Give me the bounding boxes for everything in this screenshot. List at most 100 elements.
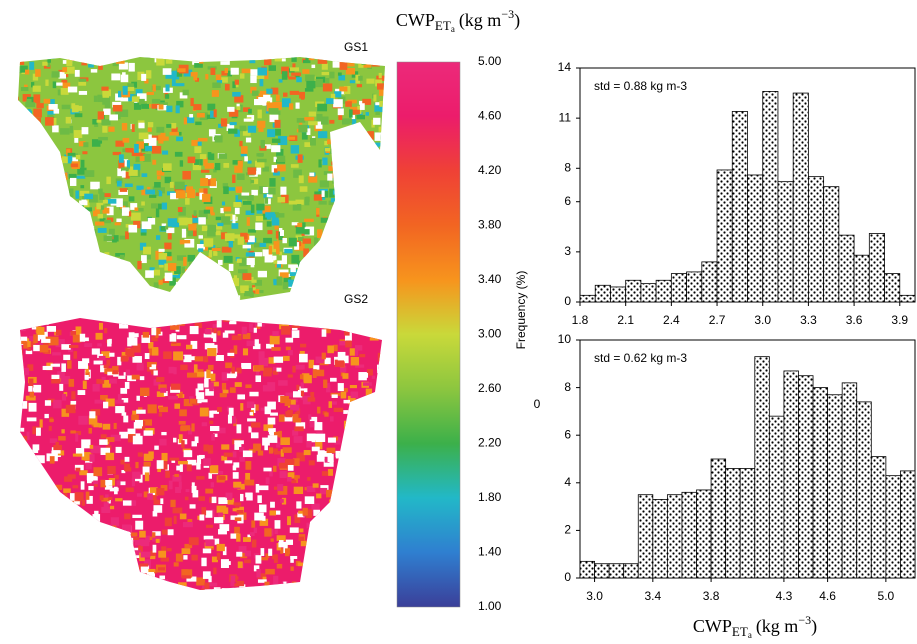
map-cell [242,348,249,356]
map-cell [153,379,161,386]
map-cell [158,248,165,252]
map-cell [55,329,62,336]
map-cell [26,98,32,104]
map-cell [199,154,207,160]
map-cell [192,276,202,281]
map-cell [240,493,244,502]
map-cell [311,299,316,300]
map-cell [234,517,242,522]
map-cell [213,248,218,256]
map-cell [383,288,385,294]
map-cell [167,231,172,240]
map-cell [372,394,377,401]
map-cell [24,538,35,544]
map-cell [351,570,358,574]
map-cell [367,252,375,260]
map-cell [87,548,92,558]
map-cell [281,293,289,300]
map-cell [167,318,173,326]
map-cell [229,387,236,393]
map-cell [35,242,43,249]
map-cell [236,533,241,542]
map-cell [129,333,139,338]
map-cell [346,57,350,61]
map-cell [20,476,25,481]
histogram-bar [885,475,901,579]
map-cell [99,548,107,554]
map-cell [252,287,256,291]
map-cell [89,194,98,203]
map-cell [93,422,99,428]
map-cell [164,517,172,527]
map-cell [70,550,80,558]
map-cell [139,98,145,105]
map-cell [346,571,352,580]
map-cell [333,407,344,413]
map-cell [45,263,52,273]
map-cell [148,583,152,589]
map-cell [128,533,136,542]
map-cell [241,326,247,335]
map-cell [11,360,15,366]
map-cell [140,539,150,547]
map-cell [119,254,125,260]
map-cell [93,252,101,258]
map-cell [242,450,253,458]
map-cell [154,182,161,188]
map-cell [361,284,366,290]
map-cell [115,140,125,147]
map-cell [121,167,130,172]
map-cell [103,401,109,409]
map-cell [343,595,350,602]
map-cell [72,153,78,159]
map-cell [388,548,397,555]
map-cell [326,447,336,454]
map-cell [123,372,127,376]
histogram-bar [856,401,872,579]
map-cell [84,193,94,200]
map-cell [346,463,353,470]
map-cell [231,222,239,229]
map-cell [291,330,300,338]
map-cell [40,160,45,165]
map-cell [302,395,311,405]
map-cell [54,484,63,490]
map-cell [361,427,368,433]
map-cell [249,58,256,64]
map-cell [170,342,181,347]
map-cell [222,590,226,597]
map-cell [100,365,107,373]
map-cell [387,100,391,108]
map-cell [31,517,37,526]
map-cell [62,67,68,73]
map-cell [94,483,98,487]
map-cell [323,286,328,295]
map-cell [89,454,95,462]
map-cell [236,551,243,557]
map-cell [85,462,92,470]
map-cell [274,520,281,529]
map-cell [329,219,337,225]
map-cell [335,257,342,264]
map-cell [317,539,322,548]
map-cell [135,156,140,163]
map-cell [239,140,243,147]
map-cell [86,495,93,504]
histogram-bar [686,271,703,303]
map-cell [296,281,302,287]
map-cell [10,129,17,133]
map-cell [120,109,129,117]
map-cell [227,498,235,505]
histogram-bar [623,563,639,579]
map-cell [362,509,369,518]
map-cell [189,325,199,335]
map-cell [210,373,216,382]
map-cell [327,227,337,231]
map-cell [128,224,138,233]
map-cell [171,222,180,228]
map-cell [319,180,330,188]
map-cell [38,472,44,479]
map-cell [23,260,30,266]
map-cell [53,562,61,570]
map-cell [388,336,394,342]
